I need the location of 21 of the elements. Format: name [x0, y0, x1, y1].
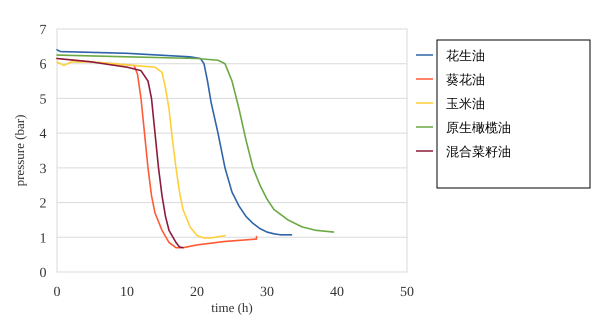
y-tick-label: 3	[40, 162, 46, 177]
y-tick-label: 0	[40, 266, 46, 281]
legend-label: 原生橄榄油	[446, 121, 511, 136]
x-tick-label: 10	[120, 285, 134, 300]
x-tick-label: 50	[400, 285, 414, 300]
legend-label: 混合菜籽油	[446, 145, 511, 160]
legend-label: 花生油	[446, 49, 485, 64]
y-tick-label: 2	[40, 196, 46, 212]
y-tick-label: 5	[40, 92, 46, 108]
legend-label: 玉米油	[446, 97, 485, 112]
x-tick-label: 0	[54, 285, 60, 300]
y-axis-title: pressure (bar)	[12, 114, 27, 186]
x-tick-label: 40	[330, 285, 344, 300]
y-tick-label: 6	[40, 58, 46, 73]
y-tick-label: 4	[40, 127, 46, 142]
x-axis-title: time (h)	[211, 300, 253, 315]
x-tick-label: 30	[260, 285, 274, 300]
y-tick-label: 7	[40, 23, 46, 38]
legend-label: 葵花油	[446, 73, 485, 88]
y-tick-label: 1	[40, 231, 46, 246]
x-tick-label: 20	[190, 285, 204, 300]
